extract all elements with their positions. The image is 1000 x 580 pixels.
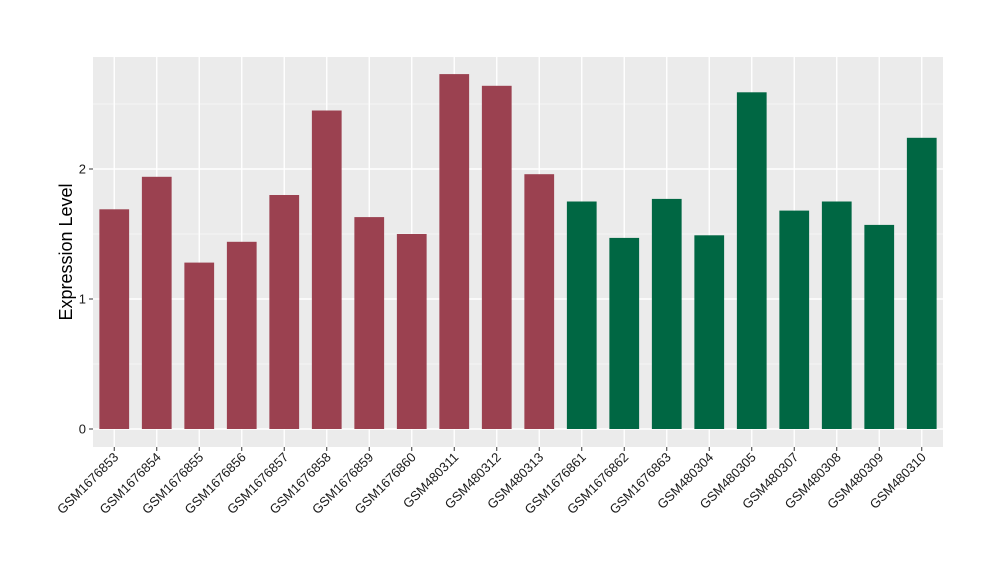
bar-GSM1676854: [141, 176, 172, 429]
x-axis: GSM1676853GSM1676854GSM1676855GSM1676856…: [54, 447, 929, 517]
bar-GSM1676855: [184, 262, 215, 429]
bar-GSM1676863: [651, 198, 682, 429]
y-tick-label: 1: [79, 292, 86, 307]
bar-GSM1676858: [311, 110, 342, 429]
bar-GSM480313: [524, 174, 555, 429]
bar-GSM480309: [864, 224, 895, 429]
y-axis-title: Expression Level: [56, 183, 76, 320]
bar-GSM1676862: [609, 237, 640, 429]
bar-GSM1676856: [226, 241, 257, 429]
bar-GSM1676857: [269, 195, 300, 429]
bars: [99, 74, 937, 430]
y-axis: 0 1 2: [79, 162, 93, 437]
bar-GSM480305: [736, 92, 767, 430]
y-tick-label: 0: [79, 422, 86, 437]
bar-GSM1676861: [566, 201, 597, 429]
bar-GSM480307: [779, 210, 810, 429]
bar-GSM480308: [821, 201, 852, 429]
bar-GSM1676860: [396, 234, 427, 429]
y-tick-label: 2: [79, 162, 86, 177]
bar-GSM480312: [481, 85, 512, 430]
bar-GSM1676853: [99, 209, 130, 429]
bar-GSM480310: [906, 137, 937, 430]
plot-panel: [93, 57, 943, 447]
bar-GSM480304: [694, 235, 725, 429]
bar-GSM480311: [439, 74, 470, 429]
bar-GSM1676859: [354, 217, 385, 429]
